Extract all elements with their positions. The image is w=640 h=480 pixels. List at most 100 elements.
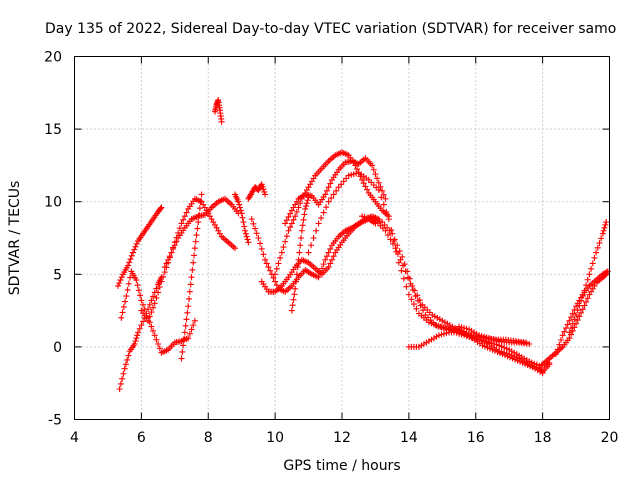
data-point bbox=[242, 230, 249, 237]
data-point bbox=[135, 287, 142, 294]
data-point bbox=[574, 317, 581, 324]
data-point bbox=[238, 210, 245, 217]
data-point bbox=[412, 293, 419, 300]
data-point bbox=[237, 204, 244, 211]
data-point bbox=[116, 386, 123, 393]
data-point bbox=[270, 274, 277, 281]
data-point bbox=[333, 187, 340, 194]
data-point bbox=[189, 266, 196, 273]
data-point bbox=[318, 265, 325, 272]
data-point bbox=[153, 294, 160, 301]
data-point bbox=[183, 316, 190, 323]
data-point bbox=[150, 327, 157, 334]
data-point bbox=[124, 286, 131, 293]
series-track-b bbox=[116, 274, 165, 393]
data-point bbox=[379, 187, 386, 194]
data-point bbox=[395, 250, 402, 257]
data-point bbox=[252, 225, 259, 232]
data-point bbox=[354, 166, 361, 173]
data-point bbox=[145, 317, 152, 324]
data-point bbox=[190, 322, 197, 329]
data-point bbox=[198, 191, 205, 198]
data-point bbox=[546, 361, 553, 368]
data-point bbox=[322, 256, 329, 263]
data-point bbox=[218, 118, 225, 125]
data-point bbox=[330, 191, 337, 198]
data-point bbox=[197, 198, 204, 205]
data-point bbox=[191, 252, 198, 259]
data-point bbox=[138, 297, 145, 304]
data-point bbox=[413, 305, 420, 312]
data-point bbox=[573, 311, 580, 318]
data-point bbox=[122, 361, 129, 368]
data-point bbox=[138, 322, 145, 329]
data-point bbox=[603, 269, 610, 276]
data-point bbox=[320, 261, 327, 268]
data-point bbox=[287, 224, 294, 231]
data-point bbox=[289, 302, 296, 309]
data-point bbox=[280, 244, 287, 251]
data-point bbox=[360, 180, 367, 187]
data-point bbox=[186, 288, 193, 295]
data-point bbox=[323, 187, 330, 194]
data-point bbox=[117, 277, 124, 284]
y-tick-label: 10 bbox=[44, 195, 62, 211]
data-point bbox=[594, 244, 601, 251]
data-point bbox=[579, 306, 586, 313]
data-point bbox=[257, 240, 264, 247]
data-point bbox=[292, 213, 299, 220]
data-point bbox=[583, 298, 590, 305]
x-tick-label: 20 bbox=[601, 430, 619, 446]
data-point bbox=[180, 216, 187, 223]
data-point bbox=[369, 162, 376, 169]
grid-lines bbox=[74, 56, 610, 420]
series-track-q bbox=[372, 217, 529, 346]
data-point bbox=[148, 323, 155, 330]
data-point bbox=[385, 216, 392, 223]
data-point bbox=[232, 245, 238, 252]
series-track-j bbox=[248, 213, 382, 295]
data-point bbox=[123, 293, 130, 300]
data-point bbox=[191, 317, 198, 324]
data-point bbox=[408, 296, 415, 303]
data-point bbox=[186, 330, 193, 337]
x-axis-label: GPS time / hours bbox=[283, 458, 400, 474]
data-point bbox=[593, 249, 600, 256]
series-track-a bbox=[114, 204, 165, 289]
data-point bbox=[166, 253, 173, 260]
x-tick-label: 18 bbox=[534, 430, 552, 446]
data-point bbox=[325, 198, 332, 205]
y-tick-label: -5 bbox=[48, 413, 62, 429]
y-axis-label: SDTVAR / TECUs bbox=[7, 181, 23, 296]
data-point bbox=[375, 187, 382, 194]
y-tick-label: 15 bbox=[44, 122, 62, 138]
data-point bbox=[566, 335, 573, 342]
data-point bbox=[187, 281, 194, 288]
data-point bbox=[288, 220, 295, 227]
data-point bbox=[325, 249, 332, 256]
data-point bbox=[127, 274, 134, 281]
data-point bbox=[563, 325, 570, 332]
data-point bbox=[568, 325, 575, 332]
data-point bbox=[387, 236, 394, 243]
data-point bbox=[554, 346, 561, 353]
data-point bbox=[180, 342, 187, 349]
data-point bbox=[420, 307, 427, 314]
data-point bbox=[287, 210, 294, 217]
data-point bbox=[120, 303, 127, 310]
data-point bbox=[569, 310, 576, 317]
data-point bbox=[283, 233, 290, 240]
data-point bbox=[188, 326, 195, 333]
series-track-m bbox=[282, 155, 389, 227]
data-point bbox=[584, 276, 591, 283]
data-point bbox=[116, 280, 123, 287]
data-point bbox=[600, 227, 607, 234]
data-point bbox=[155, 289, 162, 296]
data-point bbox=[131, 340, 138, 347]
data-point bbox=[553, 351, 559, 358]
data-point bbox=[260, 251, 267, 258]
data-point bbox=[195, 219, 202, 226]
data-point bbox=[370, 166, 377, 173]
data-point bbox=[146, 313, 153, 320]
